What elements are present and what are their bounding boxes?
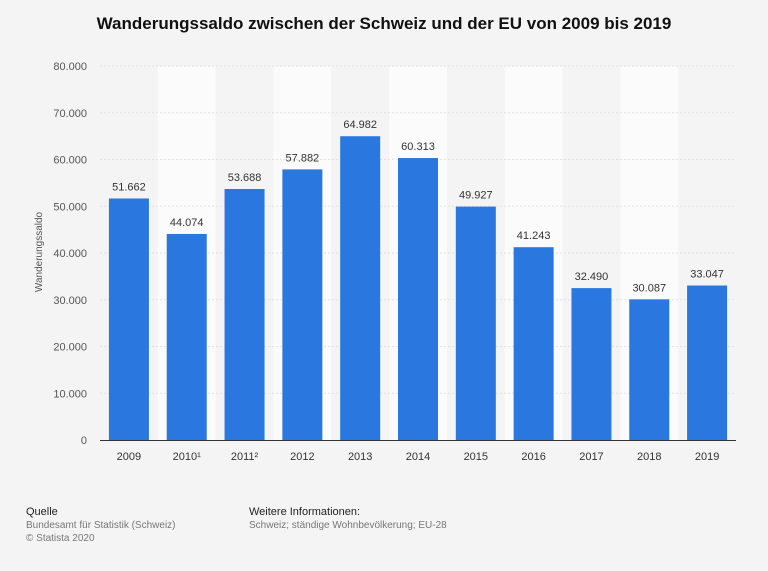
bar-value-label: 41.243	[517, 230, 551, 242]
y-tick-label: 70.000	[53, 108, 87, 120]
x-tick-label: 2018	[637, 451, 661, 463]
y-tick-label: 40.000	[53, 248, 87, 260]
bar-value-label: 53.688	[228, 172, 262, 184]
bar-value-label: 57.882	[286, 152, 320, 164]
info-heading: Weitere Informationen:	[249, 506, 361, 518]
y-tick-label: 0	[81, 435, 87, 447]
y-tick-label: 10.000	[53, 388, 87, 400]
y-tick-label: 30.000	[53, 295, 87, 307]
x-tick-label: 2012	[290, 451, 314, 463]
x-tick-label: 2014	[406, 451, 430, 463]
bar-value-label: 44.074	[170, 217, 204, 229]
y-tick-label: 50.000	[53, 201, 87, 213]
bar[interactable]	[340, 136, 381, 440]
x-tick-label: 2019	[695, 451, 719, 463]
x-tick-label: 2011²	[231, 451, 259, 463]
chart-title: Wanderungssaldo zwischen der Schweiz und…	[96, 14, 672, 33]
bar-value-label: 64.982	[343, 119, 377, 131]
y-tick-label: 60.000	[53, 155, 87, 167]
info-text: Schweiz; ständige Wohnbevölkerung; EU-28	[249, 520, 447, 531]
x-tick-label: 2017	[579, 451, 603, 463]
bar[interactable]	[455, 206, 496, 440]
source-block: Quelle Bundesamt für Statistik (Schweiz)…	[26, 506, 176, 545]
bar[interactable]	[571, 288, 612, 440]
y-tick-label: 20.000	[53, 342, 87, 354]
bar[interactable]	[224, 189, 265, 440]
info-block: Weitere Informationen: Schweiz; ständige…	[249, 506, 447, 532]
source-heading: Quelle	[26, 506, 58, 518]
x-tick-label: 2013	[348, 451, 372, 463]
x-tick-label: 2016	[521, 451, 545, 463]
bar-value-label: 49.927	[459, 190, 493, 202]
bar-value-label: 32.490	[575, 271, 609, 283]
bar-value-label: 30.087	[632, 282, 666, 294]
bar[interactable]	[513, 247, 554, 440]
x-tick-label: 2010¹	[173, 451, 201, 463]
y-tick-label: 80.000	[53, 61, 87, 73]
bar[interactable]	[398, 158, 438, 440]
bar[interactable]	[687, 285, 728, 440]
x-tick-label: 2015	[464, 451, 488, 463]
x-tick-label: 2009	[117, 451, 141, 463]
y-axis-label: Wanderungssaldo	[34, 211, 45, 292]
bar-value-label: 60.313	[401, 141, 435, 153]
copyright-text: © Statista 2020	[26, 533, 95, 544]
bar[interactable]	[166, 233, 207, 440]
bar[interactable]	[629, 299, 670, 440]
bar[interactable]	[108, 198, 149, 440]
bar-value-label: 51.662	[112, 181, 146, 193]
bar[interactable]	[282, 169, 323, 440]
bar-value-label: 33.047	[690, 269, 724, 281]
source-text: Bundesamt für Statistik (Schweiz)	[26, 520, 176, 531]
